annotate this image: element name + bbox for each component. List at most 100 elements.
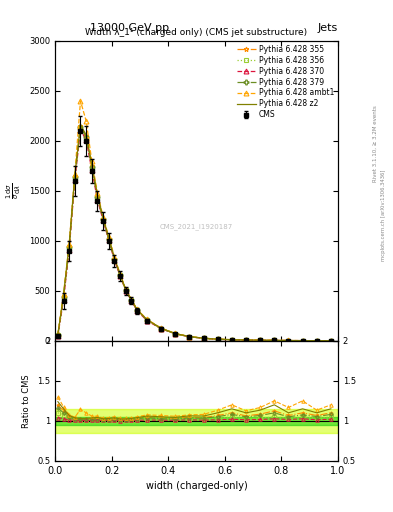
Line: Pythia 6.428 ambt1: Pythia 6.428 ambt1 (55, 98, 333, 343)
Pythia 6.428 z2 (145, 316, 149, 323)
Text: CMS_2021_I1920187: CMS_2021_I1920187 (160, 224, 233, 230)
Pythia 6.428 ambt1 (55, 331, 60, 337)
Pythia 6.428 355 (135, 307, 140, 313)
Line: Pythia 6.428 356: Pythia 6.428 356 (55, 125, 333, 343)
Pythia 6.428 ambt1 (118, 271, 123, 277)
Pythia 6.428 379 (84, 134, 88, 140)
Pythia 6.428 ambt1 (329, 337, 333, 344)
Pythia 6.428 356 (118, 272, 123, 279)
Pythia 6.428 z2 (300, 337, 305, 344)
Pythia 6.428 ambt1 (173, 330, 178, 336)
Y-axis label: Ratio to CMS: Ratio to CMS (22, 374, 31, 428)
Pythia 6.428 379 (286, 337, 291, 344)
Pythia 6.428 356 (187, 334, 192, 340)
Pythia 6.428 370 (129, 297, 134, 304)
Pythia 6.428 ambt1 (90, 158, 94, 164)
Pythia 6.428 z2 (95, 192, 100, 198)
Pythia 6.428 z2 (101, 215, 105, 221)
Pythia 6.428 370 (272, 337, 277, 344)
Pythia 6.428 370 (135, 308, 140, 314)
Pythia 6.428 z2 (173, 330, 178, 336)
Pythia 6.428 355 (230, 337, 234, 343)
Pythia 6.428 ambt1 (135, 306, 140, 312)
Pythia 6.428 356 (329, 338, 333, 344)
Pythia 6.428 355 (187, 334, 192, 340)
Pythia 6.428 ambt1 (72, 171, 77, 177)
Pythia 6.428 370 (123, 288, 128, 294)
Pythia 6.428 370 (112, 258, 117, 264)
Pythia 6.428 ambt1 (201, 335, 206, 341)
Pythia 6.428 355 (107, 236, 111, 242)
X-axis label: width (charged-only): width (charged-only) (146, 481, 247, 491)
Pythia 6.428 356 (201, 335, 206, 342)
Pythia 6.428 355 (129, 297, 134, 303)
Pythia 6.428 370 (187, 334, 192, 340)
Pythia 6.428 370 (173, 331, 178, 337)
Pythia 6.428 ambt1 (258, 337, 263, 343)
Pythia 6.428 370 (107, 238, 111, 244)
Pythia 6.428 370 (118, 273, 123, 279)
Pythia 6.428 z2 (129, 296, 134, 303)
Pythia 6.428 356 (215, 336, 220, 343)
Pythia 6.428 ambt1 (61, 291, 66, 297)
Pythia 6.428 355 (272, 337, 277, 344)
Pythia 6.428 379 (95, 194, 100, 200)
Pythia 6.428 356 (230, 337, 234, 343)
Pythia 6.428 355 (159, 325, 163, 331)
Pythia 6.428 z2 (135, 307, 140, 313)
Pythia 6.428 355 (123, 287, 128, 293)
Pythia 6.428 355 (244, 337, 248, 343)
Line: Pythia 6.428 379: Pythia 6.428 379 (55, 124, 333, 343)
Pythia 6.428 z2 (118, 271, 123, 278)
Pythia 6.428 370 (258, 337, 263, 344)
Pythia 6.428 379 (72, 174, 77, 180)
Pythia 6.428 355 (329, 337, 333, 344)
Pythia 6.428 356 (101, 217, 105, 223)
Pythia 6.428 370 (55, 333, 60, 339)
Pythia 6.428 z2 (78, 122, 83, 128)
Text: Jets: Jets (318, 23, 338, 33)
Pythia 6.428 ambt1 (84, 118, 88, 124)
Pythia 6.428 379 (300, 337, 305, 344)
Y-axis label: $\frac{1}{\sigma}\frac{\mathrm{d}\sigma}{\mathrm{d}\lambda}$: $\frac{1}{\sigma}\frac{\mathrm{d}\sigma}… (5, 183, 24, 199)
Pythia 6.428 356 (95, 195, 100, 201)
Pythia 6.428 379 (329, 338, 333, 344)
Pythia 6.428 355 (118, 272, 123, 278)
Pythia 6.428 z2 (187, 333, 192, 339)
Pythia 6.428 ambt1 (215, 336, 220, 342)
Pythia 6.428 356 (107, 237, 111, 243)
Pythia 6.428 370 (230, 337, 234, 343)
Pythia 6.428 379 (145, 317, 149, 323)
Pythia 6.428 ambt1 (95, 190, 100, 196)
Pythia 6.428 355 (84, 133, 88, 139)
Pythia 6.428 356 (112, 257, 117, 263)
Pythia 6.428 ambt1 (244, 337, 248, 343)
Pythia 6.428 z2 (201, 335, 206, 342)
Pythia 6.428 370 (329, 338, 333, 344)
Pythia 6.428 ambt1 (230, 336, 234, 343)
Pythia 6.428 356 (244, 337, 248, 343)
Pythia 6.428 356 (90, 165, 94, 171)
Pythia 6.428 379 (78, 124, 83, 130)
Pythia 6.428 379 (230, 337, 234, 343)
Pythia 6.428 ambt1 (101, 214, 105, 220)
Pythia 6.428 355 (145, 317, 149, 323)
Pythia 6.428 355 (78, 123, 83, 129)
Pythia 6.428 356 (173, 331, 178, 337)
Pythia 6.428 379 (61, 294, 66, 300)
Pythia 6.428 z2 (55, 332, 60, 338)
Line: Pythia 6.428 355: Pythia 6.428 355 (55, 123, 333, 343)
Pythia 6.428 356 (55, 332, 60, 338)
Pythia 6.428 379 (101, 216, 105, 222)
Pythia 6.428 ambt1 (159, 325, 163, 331)
Pythia 6.428 356 (61, 295, 66, 301)
Title: Width λ_1¹ (charged only) (CMS jet substructure): Width λ_1¹ (charged only) (CMS jet subst… (85, 28, 308, 37)
Pythia 6.428 379 (159, 326, 163, 332)
Text: mcplots.cern.ch [arXiv:1306.3436]: mcplots.cern.ch [arXiv:1306.3436] (381, 169, 386, 261)
Pythia 6.428 370 (300, 337, 305, 344)
Pythia 6.428 ambt1 (112, 254, 117, 260)
Pythia 6.428 370 (101, 217, 105, 223)
Pythia 6.428 379 (201, 335, 206, 342)
Pythia 6.428 z2 (107, 235, 111, 241)
Pythia 6.428 379 (123, 287, 128, 293)
